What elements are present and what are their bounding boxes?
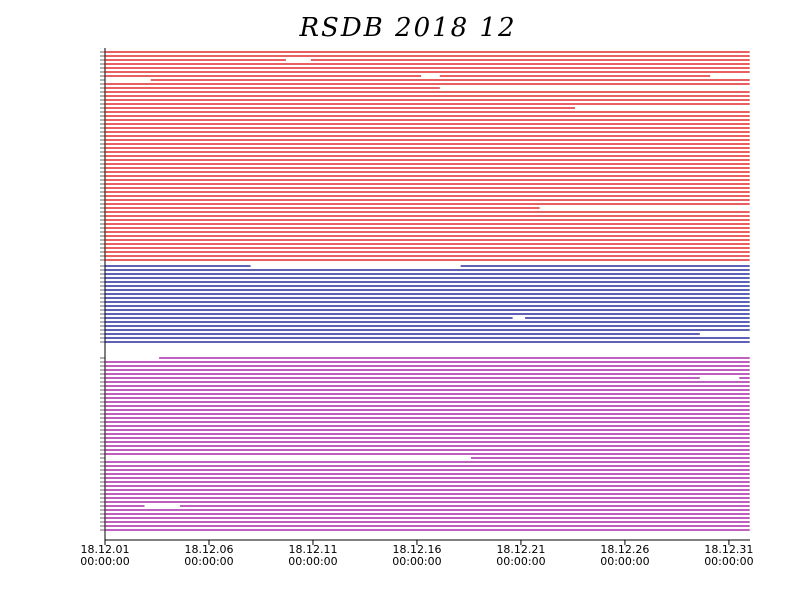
x-tick-label: 18.12.21: [496, 543, 545, 556]
x-tick-label: 18.12.16: [392, 543, 441, 556]
x-tick-label: 18.12.26: [600, 543, 649, 556]
chart-title: RSDB 2018 12: [298, 13, 516, 43]
x-tick-time: 00:00:00: [288, 555, 337, 568]
x-tick-label: 18.12.06: [184, 543, 233, 556]
x-tick-time: 00:00:00: [184, 555, 233, 568]
x-tick-label: 18.12.01: [81, 543, 130, 556]
x-tick-time: 00:00:00: [496, 555, 545, 568]
x-tick-time: 00:00:00: [80, 555, 129, 568]
x-tick-label: 18.12.11: [288, 543, 337, 556]
x-tick-label: 18.12.31: [704, 543, 753, 556]
x-tick-time: 00:00:00: [600, 555, 649, 568]
x-tick-time: 00:00:00: [704, 555, 753, 568]
x-tick-time: 00:00:00: [392, 555, 441, 568]
